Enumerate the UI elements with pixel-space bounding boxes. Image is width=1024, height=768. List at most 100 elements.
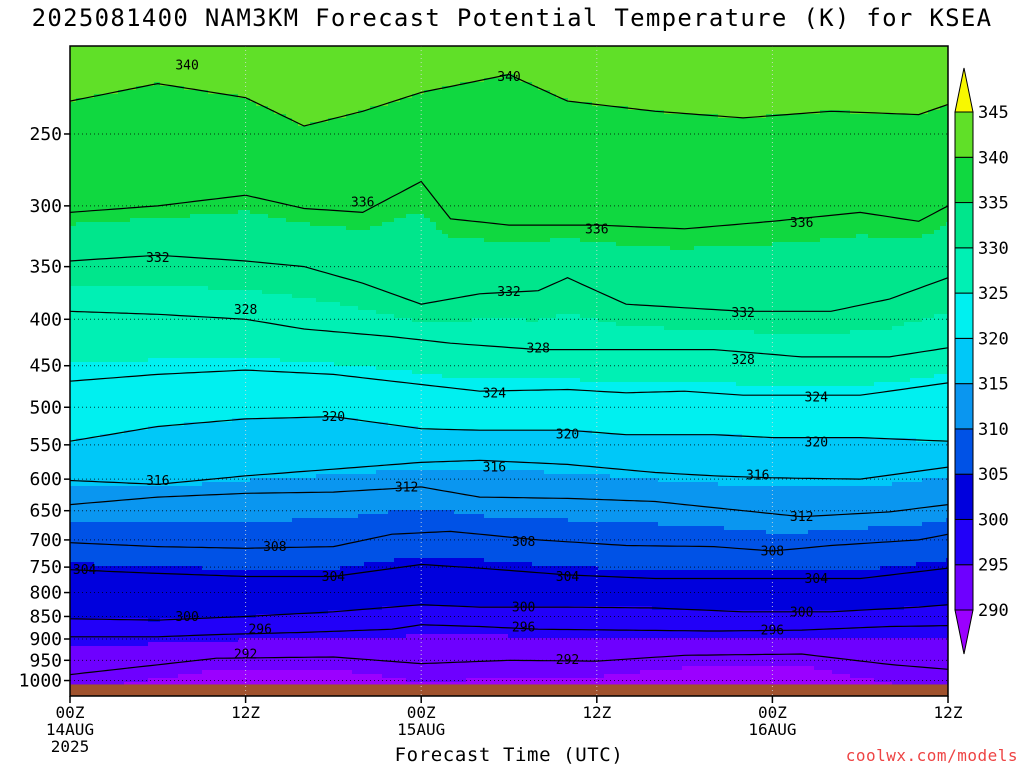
field-cell	[196, 678, 203, 683]
field-cell	[100, 78, 107, 83]
field-cell	[112, 566, 119, 571]
field-cell	[148, 158, 155, 163]
field-cell	[112, 330, 119, 335]
field-cell	[220, 642, 227, 647]
field-cell	[166, 662, 173, 667]
field-cell	[214, 462, 221, 467]
field-cell	[118, 642, 125, 647]
field-cell	[232, 422, 239, 427]
field-cell	[136, 366, 143, 371]
field-cell	[106, 166, 113, 171]
field-cell	[244, 406, 251, 411]
field-cell	[244, 310, 251, 315]
field-cell	[88, 46, 95, 51]
field-cell	[238, 174, 245, 179]
field-cell	[220, 350, 227, 355]
field-cell	[244, 262, 251, 267]
field-cell	[136, 674, 143, 679]
field-cell	[172, 134, 179, 139]
field-cell	[244, 302, 251, 307]
field-cell	[94, 366, 101, 371]
field-cell	[214, 446, 221, 451]
field-cell	[70, 338, 77, 343]
field-cell	[232, 106, 239, 111]
field-cell	[202, 662, 209, 667]
field-cell	[94, 466, 101, 471]
field-cell	[208, 614, 215, 619]
field-cell	[172, 138, 179, 143]
field-cell	[184, 58, 191, 63]
field-cell	[226, 74, 233, 79]
field-cell	[178, 362, 185, 367]
field-cell	[208, 70, 215, 75]
field-cell	[208, 494, 215, 499]
field-cell	[208, 310, 215, 315]
field-cell	[226, 554, 233, 559]
field-cell	[82, 658, 89, 663]
field-cell	[202, 302, 209, 307]
field-cell	[202, 214, 209, 219]
field-cell	[136, 242, 143, 247]
field-cell	[208, 254, 215, 259]
field-cell	[214, 70, 221, 75]
field-cell	[172, 514, 179, 519]
field-cell	[136, 170, 143, 175]
field-cell	[142, 326, 149, 331]
field-cell	[244, 422, 251, 427]
field-cell	[142, 462, 149, 467]
field-cell	[238, 114, 245, 119]
field-cell	[178, 458, 185, 463]
field-cell	[100, 510, 107, 515]
field-cell	[184, 470, 191, 475]
field-cell	[112, 606, 119, 611]
field-cell	[202, 590, 209, 595]
field-cell	[130, 538, 137, 543]
field-cell	[100, 530, 107, 535]
field-cell	[148, 622, 155, 627]
field-cell	[202, 170, 209, 175]
field-cell	[184, 614, 191, 619]
field-cell	[154, 210, 161, 215]
field-cell	[124, 290, 131, 295]
field-cell	[178, 54, 185, 59]
field-cell	[82, 98, 89, 103]
field-cell	[82, 78, 89, 83]
field-cell	[232, 254, 239, 259]
field-cell	[82, 466, 89, 471]
field-cell	[184, 82, 191, 87]
field-cell	[148, 130, 155, 135]
field-cell	[172, 482, 179, 487]
field-cell	[184, 626, 191, 631]
field-cell	[196, 570, 203, 575]
field-cell	[94, 630, 101, 635]
field-cell	[106, 386, 113, 391]
field-cell	[154, 314, 161, 319]
field-cell	[190, 270, 197, 275]
field-cell	[196, 494, 203, 499]
field-cell	[94, 638, 101, 643]
field-cell	[202, 218, 209, 223]
field-cell	[190, 178, 197, 183]
field-cell	[106, 438, 113, 443]
field-cell	[130, 290, 137, 295]
field-cell	[100, 322, 107, 327]
field-cell	[214, 594, 221, 599]
field-cell	[106, 70, 113, 75]
field-cell	[136, 190, 143, 195]
field-cell	[106, 526, 113, 531]
field-cell	[178, 82, 185, 87]
field-cell	[220, 570, 227, 575]
field-cell	[238, 182, 245, 187]
field-cell	[178, 170, 185, 175]
field-cell	[82, 90, 89, 95]
field-cell	[124, 194, 131, 199]
field-cell	[208, 374, 215, 379]
field-cell	[220, 434, 227, 439]
field-cell	[94, 610, 101, 615]
field-cell	[178, 158, 185, 163]
field-cell	[220, 494, 227, 499]
field-cell	[172, 214, 179, 219]
field-cell	[94, 98, 101, 103]
field-cell	[70, 90, 77, 95]
field-cell	[82, 106, 89, 111]
